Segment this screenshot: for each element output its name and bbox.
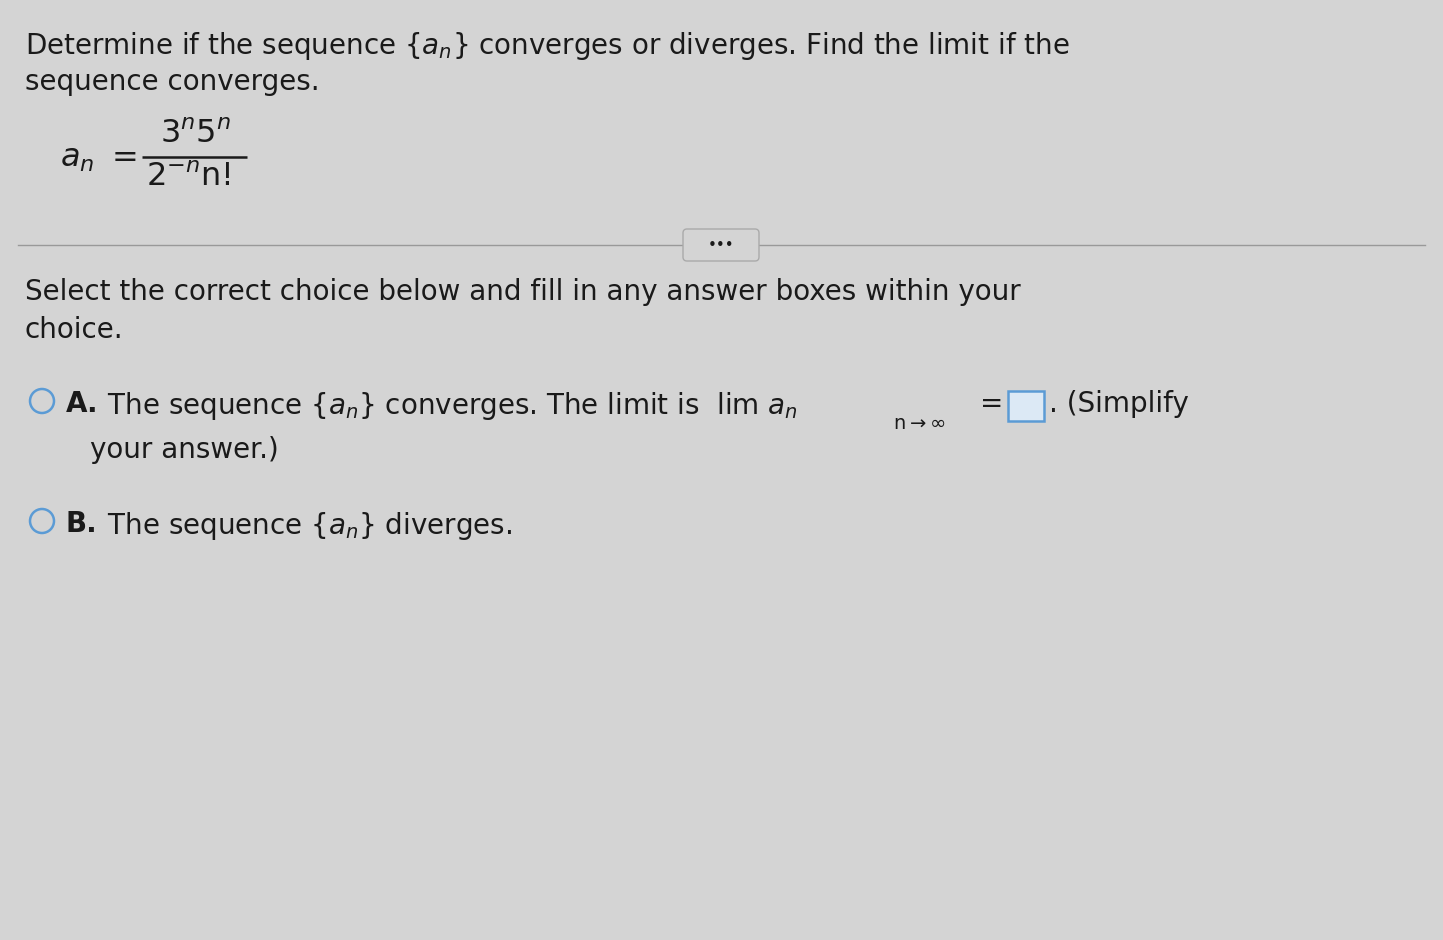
Text: A.: A. <box>66 390 98 418</box>
Text: =: = <box>113 143 139 174</box>
FancyBboxPatch shape <box>1009 391 1043 421</box>
Text: $3^n5^n$: $3^n5^n$ <box>160 119 231 150</box>
Text: The sequence $\{a_n\}$ diverges.: The sequence $\{a_n\}$ diverges. <box>89 510 512 542</box>
Text: Select the correct choice below and fill in any answer boxes within your: Select the correct choice below and fill… <box>25 278 1020 306</box>
Text: choice.: choice. <box>25 316 124 344</box>
Text: =: = <box>980 390 1003 418</box>
Text: •••: ••• <box>707 239 734 254</box>
Text: Determine if the sequence $\{a_n\}$ converges or diverges. Find the limit if the: Determine if the sequence $\{a_n\}$ conv… <box>25 30 1069 62</box>
Text: n$\rightarrow\infty$: n$\rightarrow\infty$ <box>893 414 945 433</box>
Text: B.: B. <box>66 510 98 538</box>
Text: $a_n$: $a_n$ <box>61 143 94 174</box>
Text: . (Simplify: . (Simplify <box>1049 390 1189 418</box>
Text: $2^{-n}$n!: $2^{-n}$n! <box>146 162 231 193</box>
Text: your answer.): your answer.) <box>89 436 278 464</box>
Text: The sequence $\{a_n\}$ converges. The limit is  lim $a_n$: The sequence $\{a_n\}$ converges. The li… <box>89 390 798 422</box>
Text: sequence converges.: sequence converges. <box>25 68 320 96</box>
FancyBboxPatch shape <box>683 229 759 261</box>
